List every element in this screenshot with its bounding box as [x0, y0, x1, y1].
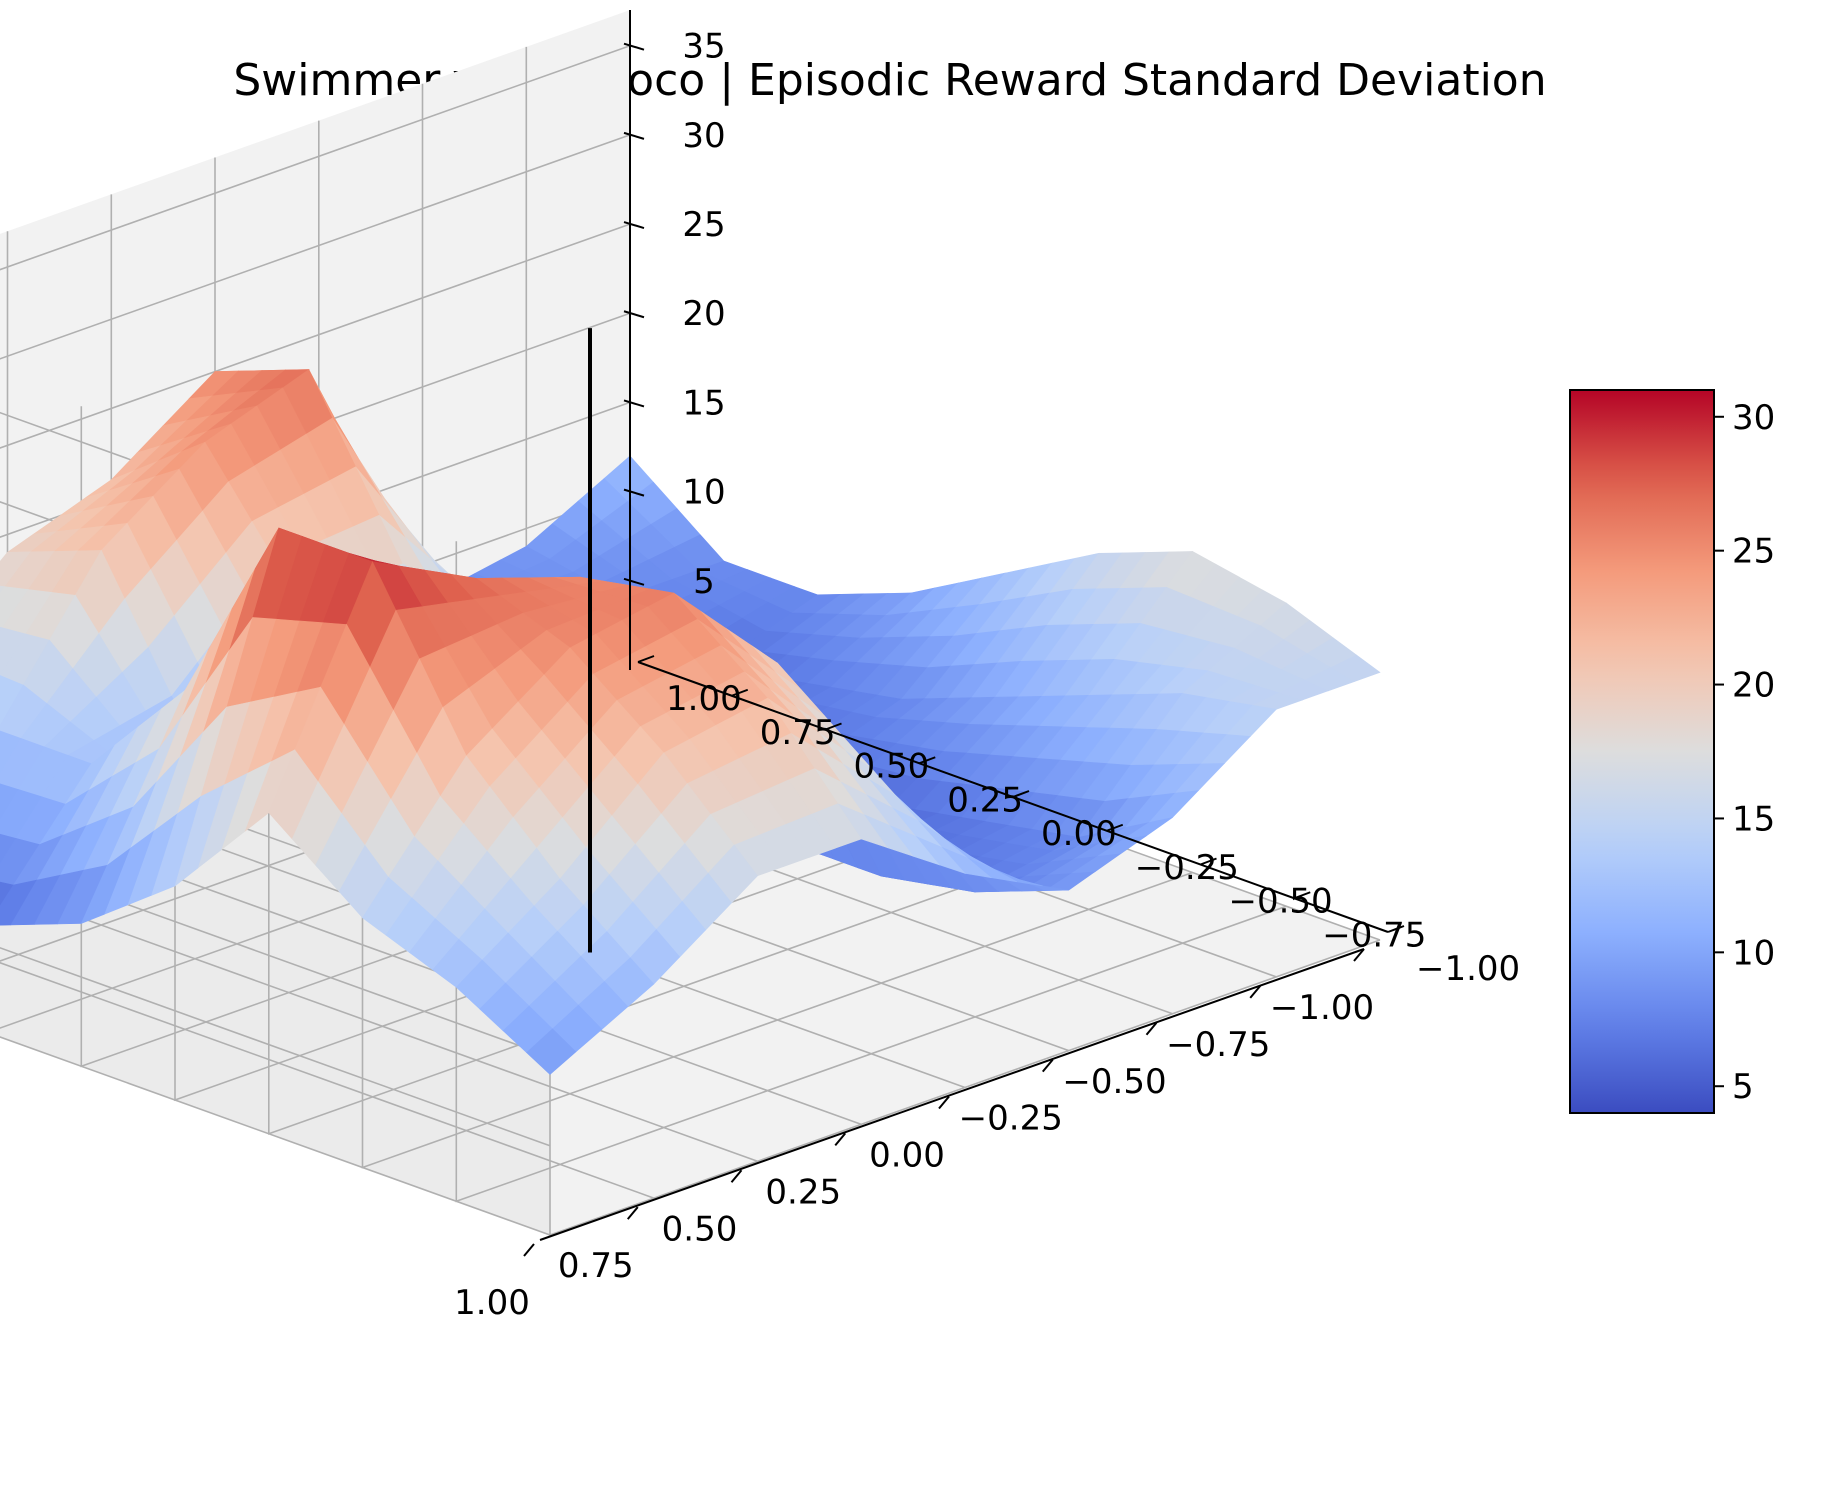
x-tick-label: 0.00 [869, 1136, 945, 1176]
gridline-y [0, 961, 655, 1199]
x-tick-mark [523, 1243, 535, 1257]
x-tick-label: 0.75 [558, 1246, 634, 1286]
y-tick-label: −1.00 [1416, 949, 1520, 989]
z-tick-mark [623, 221, 645, 230]
x-axis-line [539, 948, 1365, 1241]
y-tick-mark [1200, 857, 1217, 866]
x-tick-mark [1249, 985, 1262, 999]
y-tick-mark [1012, 790, 1030, 798]
x-tick-mark [730, 1169, 743, 1183]
z-tick-label: 15 [682, 383, 725, 423]
z-tick-mark [623, 310, 645, 319]
y-tick-label: 0.50 [854, 747, 930, 787]
y-tick-mark [731, 688, 749, 697]
colorbar-tick-label: 30 [1732, 398, 1775, 438]
y-tick-mark [637, 655, 655, 663]
colorbar-tick-label: 5 [1732, 1067, 1754, 1107]
x-tick-mark [626, 1206, 639, 1220]
z-tick-mark [623, 399, 645, 408]
y-tick-mark [918, 756, 936, 765]
z-axis-ticks: 5 10 15 20 25 30 35 [623, 27, 726, 602]
z-tick-mark [623, 488, 645, 497]
y-tick-mark [1106, 823, 1124, 832]
x-tick-mark [1145, 1022, 1158, 1036]
z-tick-label: 20 [682, 294, 725, 334]
x-tick-mark [1041, 1058, 1054, 1073]
y-tick-label: −0.25 [1135, 848, 1239, 888]
x-tick-mark [1353, 948, 1365, 962]
z-tick-mark [623, 42, 645, 51]
colorbar-tick-label: 20 [1732, 666, 1775, 706]
x-tick-label: −0.75 [1166, 1025, 1270, 1065]
z-tick-label: 30 [682, 116, 725, 156]
surface-face [0, 833, 17, 865]
x-tick-mark [938, 1095, 950, 1110]
x-tick-label: 0.50 [662, 1209, 738, 1249]
z-tick-label: 25 [682, 205, 725, 245]
x-tick-label: 0.25 [765, 1172, 841, 1212]
colorbar-tick-label: 15 [1732, 799, 1775, 839]
surface-face [526, 1028, 577, 1075]
y-tick-label: 1.00 [666, 679, 742, 719]
surface-face [0, 881, 14, 907]
z-tick-mark [623, 131, 645, 140]
y-tick-mark [1387, 925, 1405, 933]
z-tick-label: 10 [682, 473, 725, 513]
z-tick-label: 35 [682, 27, 725, 67]
surface-mesh [0, 369, 1381, 1075]
colorbar-tick-label: 10 [1732, 933, 1775, 973]
y-tick-mark [825, 722, 842, 731]
x-tick-label: −1.00 [1270, 988, 1374, 1028]
colorbar [1569, 389, 1715, 1114]
x-tick-label: −0.25 [959, 1099, 1063, 1139]
y-tick-label: 0.00 [1041, 814, 1117, 854]
y-tick-label: 0.25 [947, 780, 1023, 820]
x-axis-ticks: −1.00−0.75−0.50−0.25 0.00 0.25 0.50 0.75 1.00 [454, 948, 1374, 1323]
y-tick-label: 0.75 [760, 713, 836, 753]
x-tick-label: 1.00 [454, 1283, 530, 1323]
colorbar-ticks: 5 10 15 20 25 30 [1714, 398, 1775, 1107]
x-tick-mark [834, 1132, 847, 1147]
colorbar-tick-label: 25 [1732, 532, 1775, 572]
y-tick-mark [1293, 891, 1311, 900]
y-tick-label: −0.75 [1322, 915, 1426, 955]
z-tick-label: 5 [693, 562, 715, 602]
y-axis-ticks: −1.00−0.75−0.50−0.25 0.00 0.25 0.50 0.75 1.00 [637, 655, 1520, 989]
gridline-y [0, 1036, 551, 1236]
z-tick-mark [623, 577, 645, 586]
y-tick-label: −0.50 [1229, 882, 1333, 922]
x-tick-label: −0.50 [1062, 1062, 1166, 1102]
